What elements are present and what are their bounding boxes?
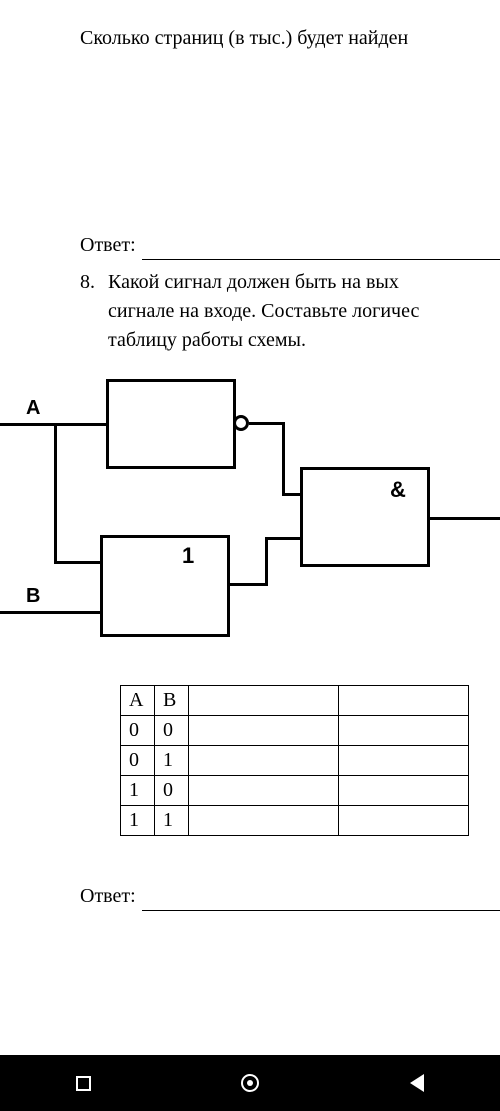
answer-blank[interactable] <box>142 892 500 911</box>
question-line: таблицу работы схемы. <box>108 326 500 355</box>
table-cell[interactable] <box>339 716 469 746</box>
answer-row-top: Ответ: <box>0 231 500 260</box>
wire <box>430 517 500 520</box>
table-cell[interactable] <box>339 746 469 776</box>
table-cell[interactable] <box>189 806 339 836</box>
wire <box>0 423 106 426</box>
logic-diagram: A B 1 & <box>0 367 500 667</box>
back-button[interactable] <box>407 1073 427 1093</box>
wire <box>282 493 300 496</box>
spacer <box>0 260 500 268</box>
gate-or <box>100 535 230 637</box>
wire <box>265 537 300 540</box>
recent-apps-button[interactable] <box>73 1073 93 1093</box>
answer-label: Ответ: <box>80 882 142 911</box>
table-cell[interactable] <box>189 746 339 776</box>
gate-and <box>300 467 430 567</box>
wire <box>249 422 285 425</box>
wire <box>282 422 285 495</box>
table-row: A B <box>121 686 469 716</box>
input-label-a: A <box>26 397 40 420</box>
table-header[interactable] <box>339 686 469 716</box>
table-cell[interactable] <box>339 806 469 836</box>
spacer <box>0 836 500 864</box>
wire <box>54 423 57 563</box>
circle-icon <box>241 1074 259 1092</box>
wire <box>54 561 100 564</box>
answer-label: Ответ: <box>80 231 142 260</box>
question-body: Какой сигнал должен быть на вых сигнале … <box>108 268 500 355</box>
table-cell: 0 <box>121 716 155 746</box>
truth-table: A B 0 0 0 1 1 <box>120 685 469 836</box>
input-label-b: B <box>26 585 40 608</box>
table-cell: 1 <box>121 776 155 806</box>
not-bubble-icon <box>233 415 249 431</box>
table-cell: 1 <box>155 806 189 836</box>
table-row: 0 0 <box>121 716 469 746</box>
question-line: сигнале на входе. Составьте логичес <box>108 297 500 326</box>
and-symbol: & <box>390 477 406 503</box>
triangle-left-icon <box>410 1074 424 1092</box>
table-cell: 1 <box>155 746 189 776</box>
square-icon <box>76 1076 91 1091</box>
answer-row-bottom: Ответ: <box>0 882 500 911</box>
table-cell: 1 <box>121 806 155 836</box>
table-header: A <box>121 686 155 716</box>
content: Сколько страниц (в тыс.) будет найден От… <box>0 0 500 911</box>
home-button[interactable] <box>240 1073 260 1093</box>
page-root: Сколько страниц (в тыс.) будет найден От… <box>0 0 500 1111</box>
question-number: 8. <box>80 268 108 355</box>
table-cell[interactable] <box>189 776 339 806</box>
android-navbar <box>0 1055 500 1111</box>
table-row: 1 0 <box>121 776 469 806</box>
table-header: B <box>155 686 189 716</box>
or-symbol: 1 <box>182 543 194 569</box>
question-8: 8. Какой сигнал должен быть на вых сигна… <box>0 268 500 355</box>
table-cell: 0 <box>155 776 189 806</box>
truth-table-wrap: A B 0 0 0 1 1 <box>0 685 500 836</box>
answer-blank[interactable] <box>142 241 500 260</box>
table-cell[interactable] <box>339 776 469 806</box>
wire <box>265 537 268 586</box>
question-line: Какой сигнал должен быть на вых <box>108 268 500 297</box>
wire <box>0 611 100 614</box>
table-cell: 0 <box>155 716 189 746</box>
gate-not <box>106 379 236 469</box>
table-header[interactable] <box>189 686 339 716</box>
intro-text: Сколько страниц (в тыс.) будет найден <box>0 24 500 53</box>
table-row: 0 1 <box>121 746 469 776</box>
table-cell[interactable] <box>189 716 339 746</box>
wire <box>230 583 268 586</box>
spacer <box>0 53 500 213</box>
table-row: 1 1 <box>121 806 469 836</box>
table-cell: 0 <box>121 746 155 776</box>
